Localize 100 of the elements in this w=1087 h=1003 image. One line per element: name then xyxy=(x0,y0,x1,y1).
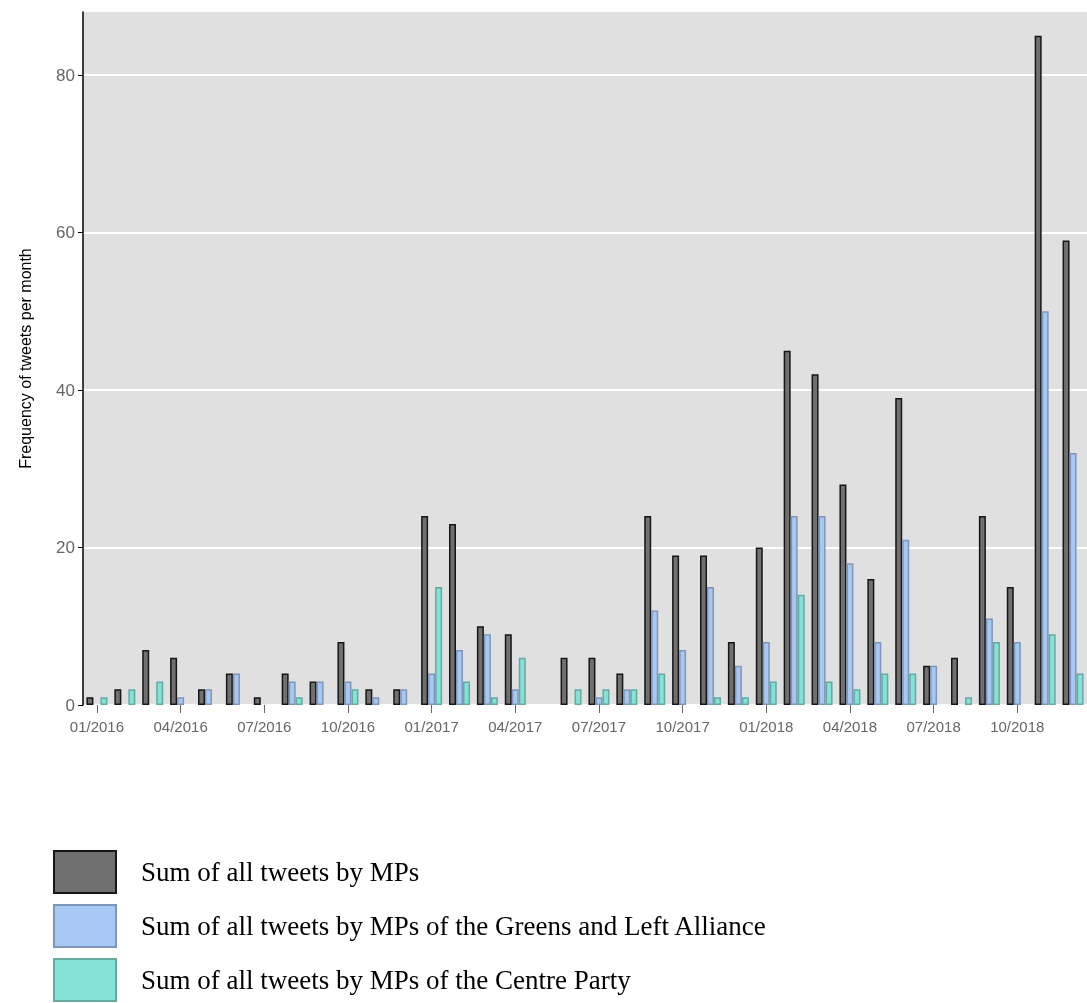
bar xyxy=(295,697,303,705)
bar xyxy=(818,516,826,705)
bar xyxy=(616,673,624,705)
bar xyxy=(198,689,205,705)
bar xyxy=(741,697,749,705)
bar xyxy=(978,516,986,705)
bar xyxy=(895,397,903,705)
bar xyxy=(1006,586,1014,705)
bar xyxy=(1062,240,1070,705)
x-tick-label: 07/2016 xyxy=(237,718,292,735)
y-tick-label: 40 xyxy=(56,380,75,400)
legend-label: Sum of all tweets by MPs xyxy=(141,857,420,887)
bar xyxy=(421,516,429,705)
bar xyxy=(874,642,882,705)
bar xyxy=(755,547,763,705)
x-tick-label: 10/2017 xyxy=(655,718,710,735)
bar xyxy=(281,673,289,705)
bar xyxy=(428,673,436,705)
bar xyxy=(839,484,847,705)
bar xyxy=(658,673,666,705)
bar xyxy=(400,689,408,705)
bar xyxy=(316,681,324,705)
bar xyxy=(351,689,359,705)
bar xyxy=(588,657,596,705)
bar xyxy=(114,689,122,705)
bar xyxy=(965,697,972,705)
bar xyxy=(456,649,463,705)
bar xyxy=(288,681,296,705)
bar xyxy=(518,657,526,705)
bar xyxy=(156,681,164,705)
bar xyxy=(630,689,638,705)
bar xyxy=(923,665,931,705)
bar xyxy=(128,689,136,705)
bar xyxy=(992,642,1000,705)
bar xyxy=(909,673,917,705)
y-axis-title: Frequency of tweets per month xyxy=(16,248,34,469)
x-tick-label: 04/2016 xyxy=(153,718,208,735)
legend-label: Sum of all tweets by MPs of the Greens and Left Alliance xyxy=(141,911,766,941)
bar xyxy=(1048,634,1056,705)
bar xyxy=(679,649,687,705)
bar xyxy=(344,681,352,705)
bar xyxy=(867,579,875,705)
bar xyxy=(902,539,910,705)
bar xyxy=(985,618,993,705)
bar xyxy=(623,689,631,705)
bar xyxy=(365,689,373,705)
bar xyxy=(232,673,240,705)
bar xyxy=(309,681,317,705)
bar xyxy=(734,665,742,705)
bar xyxy=(1034,35,1042,705)
y-tick-label: 20 xyxy=(56,538,75,557)
bar xyxy=(714,697,721,705)
bar xyxy=(797,594,805,705)
x-tick-label: 07/2017 xyxy=(571,718,627,735)
bar xyxy=(1013,642,1021,705)
bar xyxy=(707,586,714,705)
x-tick-label: 10/2016 xyxy=(320,718,376,735)
bar xyxy=(504,634,512,705)
bar xyxy=(100,697,108,705)
x-tick-label: 01/2016 xyxy=(69,718,125,735)
bar xyxy=(490,697,498,705)
y-tick-label: 0 xyxy=(65,695,75,715)
bar xyxy=(602,689,610,705)
bar xyxy=(930,665,938,705)
bar xyxy=(762,642,770,705)
x-tick-label: 07/2018 xyxy=(906,718,961,735)
bar xyxy=(644,516,652,705)
bar xyxy=(769,681,777,705)
bar xyxy=(253,697,261,705)
y-tick-label: 60 xyxy=(56,223,75,242)
legend-label: Sum of all tweets by MPs of the Centre Party xyxy=(141,965,632,995)
bar xyxy=(811,374,819,705)
bar xyxy=(337,642,345,705)
bar xyxy=(177,697,185,705)
bar xyxy=(86,697,94,705)
bar xyxy=(435,586,443,705)
bar xyxy=(476,626,484,705)
bar xyxy=(700,555,707,705)
y-tick-label: 80 xyxy=(56,65,75,85)
bar xyxy=(853,689,861,705)
bar xyxy=(825,681,833,705)
bar xyxy=(560,657,568,705)
bar xyxy=(846,563,854,705)
bar xyxy=(463,681,470,705)
bar xyxy=(483,634,491,705)
x-tick-label: 01/2018 xyxy=(739,718,794,735)
bar xyxy=(225,673,233,705)
x-tick-label: 04/2018 xyxy=(822,718,878,735)
bar xyxy=(1076,673,1084,705)
bar xyxy=(1041,311,1049,705)
x-tick-label: 01/2017 xyxy=(404,718,459,735)
bar xyxy=(951,657,958,705)
bar xyxy=(511,689,519,705)
bar xyxy=(372,697,380,705)
bar xyxy=(574,689,582,705)
bar xyxy=(393,689,401,705)
bar xyxy=(1069,453,1077,705)
bar xyxy=(595,697,603,705)
bar xyxy=(672,555,680,705)
bar xyxy=(651,610,659,705)
